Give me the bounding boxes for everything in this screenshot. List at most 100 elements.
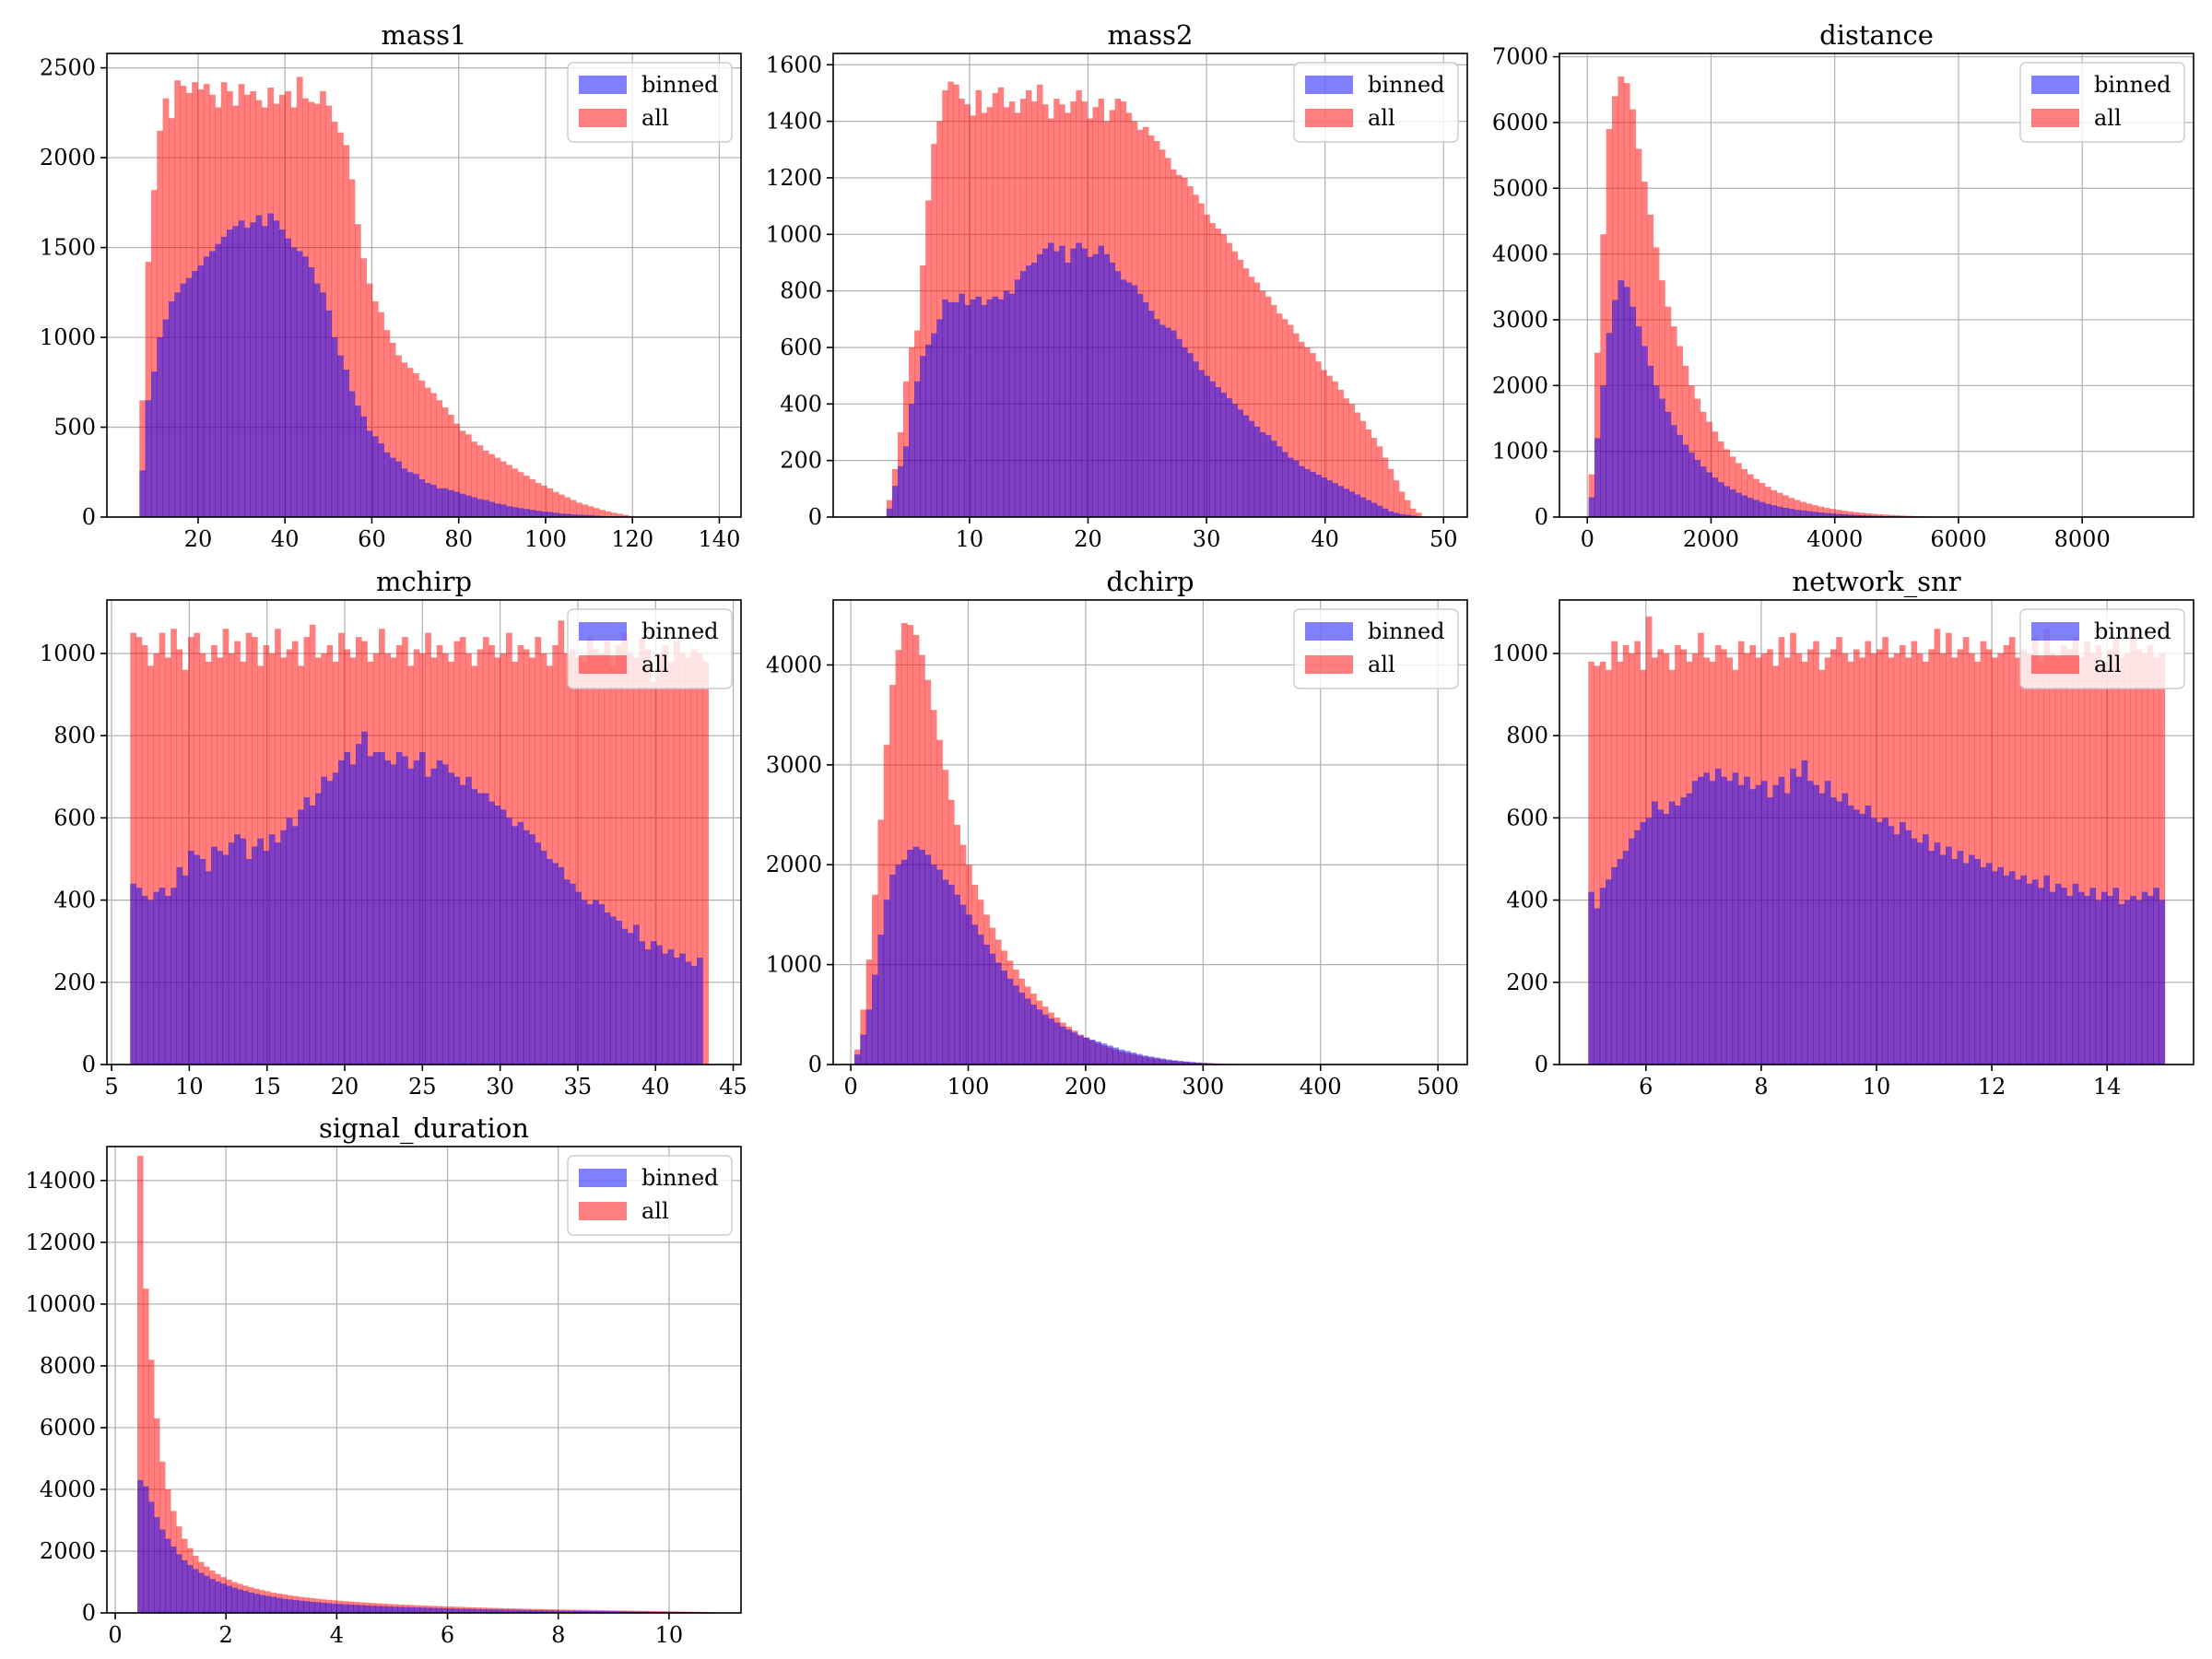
histogram-bar-binned [1771, 505, 1777, 517]
histogram-bar-binned [1675, 806, 1681, 1065]
histogram-bar-binned [1806, 511, 1813, 517]
histogram-bar-binned [248, 1592, 254, 1613]
y-tick-label: 1000 [40, 641, 96, 666]
histogram-bar-binned [419, 1607, 426, 1613]
x-tick-label: 14 [2093, 1074, 2122, 1100]
histogram-bar-binned [540, 851, 547, 1065]
histogram-bar-binned [477, 793, 484, 1065]
histogram-bar-all [1823, 508, 1830, 517]
histogram-bar-binned [970, 299, 976, 517]
histogram-bar-binned [1653, 385, 1660, 517]
legend-label-binned: binned [641, 72, 719, 98]
histogram-bar-all [2147, 645, 2154, 1065]
histogram-bar-all [2020, 649, 2028, 1065]
histogram-bar-binned [1806, 781, 1814, 1065]
histogram-bar-binned [234, 834, 241, 1065]
histogram-bar-binned [1098, 245, 1104, 517]
histogram-bar-binned [1159, 1058, 1166, 1065]
histogram-bar-binned [168, 301, 175, 517]
histogram-bar-binned [1087, 256, 1093, 517]
x-tick-label: 20 [1074, 526, 1102, 552]
histogram-bar-binned [1159, 324, 1166, 517]
histogram-bar-binned [1270, 441, 1277, 517]
y-tick-label: 4000 [1492, 241, 1548, 267]
histogram-bar-binned [1694, 459, 1701, 517]
histogram-bar-binned [2038, 888, 2044, 1065]
legend-swatch-binned [1305, 76, 1353, 94]
histogram-bar-binned [193, 1569, 199, 1613]
histogram-bar-binned [1836, 801, 1842, 1065]
histogram-bar-binned [381, 1606, 387, 1613]
histogram-bar-binned [1776, 506, 1783, 517]
x-tick-label: 8 [551, 1622, 565, 1648]
histogram-bar-all [245, 632, 253, 1065]
x-tick-label: 2 [219, 1622, 233, 1648]
histogram-bar-binned [1315, 474, 1322, 517]
legend-swatch-binned [2031, 622, 2079, 641]
x-tick-label: 40 [1311, 526, 1339, 552]
y-tick-label: 1500 [40, 235, 96, 261]
histogram-bar-all [1694, 398, 1701, 517]
histogram-bar-all [622, 514, 629, 517]
histogram-bar-all [343, 145, 350, 517]
histogram-bar-binned [552, 512, 559, 517]
histogram-bar-all [1882, 514, 1889, 517]
histogram-bar-all [395, 355, 402, 517]
histogram-bar-all [524, 476, 530, 517]
histogram-bar-binned [1985, 863, 1993, 1065]
histogram-bar-binned [397, 1606, 404, 1613]
legend-swatch-all [2031, 655, 2079, 674]
y-tick-label: 400 [780, 391, 822, 417]
legend: binned all [567, 62, 733, 143]
histogram-panel-mass2: 10 20 30 40 50 0 200 400 600 800 1000 1200 1400 1600 m… [766, 19, 1468, 552]
histogram-bar-all [1343, 398, 1349, 517]
histogram-bar-all [575, 657, 582, 1065]
histogram-bar-binned [1237, 409, 1244, 517]
histogram-bar-binned [1717, 482, 1724, 517]
histogram-bar-binned [877, 935, 885, 1065]
histogram-bar-binned [436, 759, 443, 1065]
histogram-bar-binned [552, 1610, 559, 1613]
histogram-bar-binned [315, 793, 322, 1065]
legend-label-all: all [2094, 652, 2122, 677]
y-tick-label: 0 [82, 504, 96, 530]
histogram-bar-all [471, 441, 477, 517]
legend-label-all: all [1368, 652, 1395, 677]
panel-title: mchirp [376, 566, 472, 597]
histogram-bar-all [552, 645, 559, 1065]
y-tick-label: 1000 [1492, 439, 1548, 465]
histogram-bar-all [586, 637, 594, 1065]
histogram-bar-binned [1059, 245, 1065, 517]
histogram-bar-all [702, 661, 709, 1065]
histogram-bar-all [366, 283, 373, 517]
histogram-bar-binned [1652, 801, 1658, 1065]
histogram-bar-all [947, 81, 954, 518]
histogram-bar-all [1259, 290, 1266, 517]
histogram-bar-binned [1670, 425, 1677, 517]
histogram-bar-all [1588, 474, 1595, 517]
histogram-bar-all [1321, 370, 1327, 517]
histogram-bar-all [2008, 637, 2016, 1065]
histogram-bar-all [1315, 361, 1322, 517]
histogram-bar-binned [1106, 1045, 1113, 1065]
y-tick-label: 0 [1535, 1052, 1548, 1077]
histogram-bar-all [222, 629, 229, 1065]
histogram-bar-binned [953, 301, 959, 517]
histogram-bar-all [1187, 186, 1194, 517]
histogram-bar-binned [197, 265, 205, 517]
histogram-bar-binned [1165, 1059, 1172, 1065]
y-tick-label: 10000 [26, 1291, 96, 1317]
y-tick-label: 600 [780, 335, 822, 360]
histogram-bar-binned [154, 1517, 160, 1613]
histogram-bar-binned [1706, 472, 1712, 517]
histogram-bar-binned [480, 1608, 487, 1613]
y-tick-label: 400 [53, 888, 96, 913]
histogram-bar-all [1706, 421, 1712, 517]
histogram-bar-binned [1153, 1057, 1160, 1065]
histogram-bar-all [1788, 498, 1795, 517]
histogram-bar-binned [180, 283, 187, 517]
x-tick-label: 0 [1581, 526, 1594, 552]
y-tick-label: 600 [1506, 805, 1548, 830]
y-tick-label: 14000 [26, 1168, 96, 1194]
histogram-bar-all [1747, 474, 1754, 517]
